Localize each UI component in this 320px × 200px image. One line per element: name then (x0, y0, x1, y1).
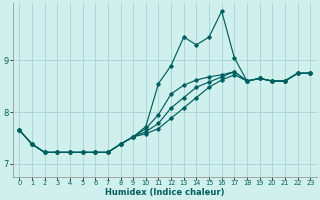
X-axis label: Humidex (Indice chaleur): Humidex (Indice chaleur) (105, 188, 225, 197)
